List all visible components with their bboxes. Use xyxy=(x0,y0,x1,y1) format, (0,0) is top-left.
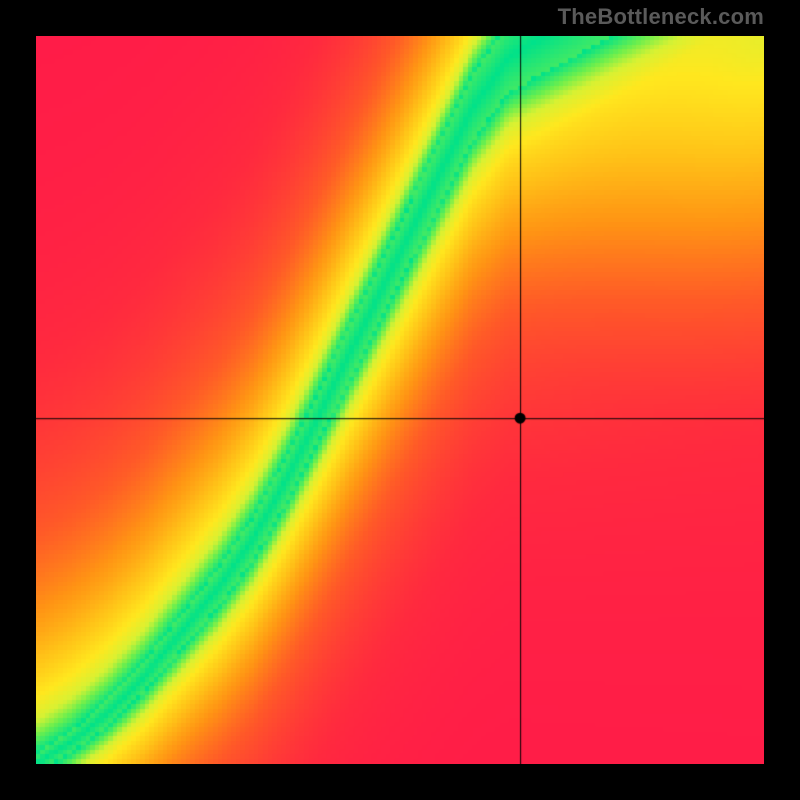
bottleneck-heatmap xyxy=(36,36,764,764)
watermark-text: TheBottleneck.com xyxy=(558,4,764,30)
